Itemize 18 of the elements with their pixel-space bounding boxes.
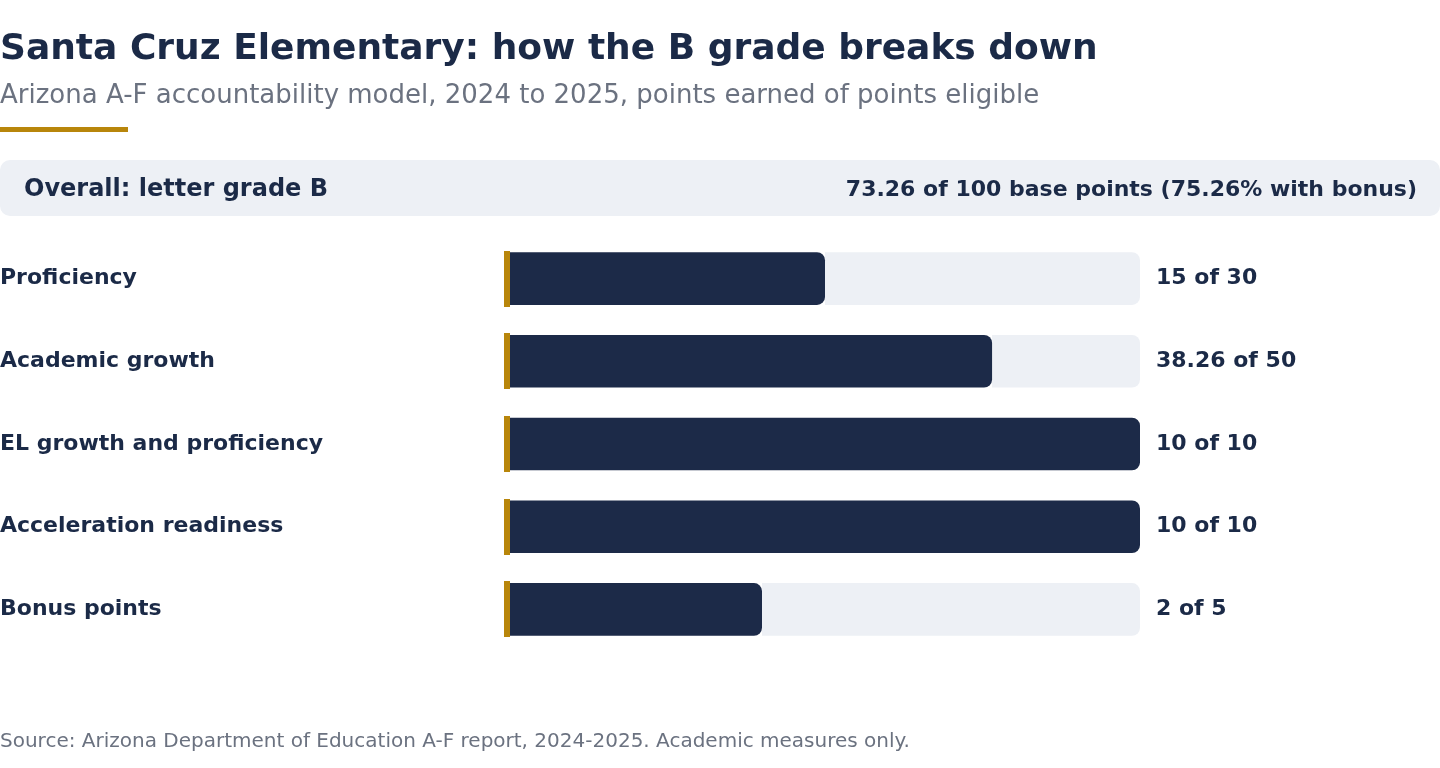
bar (992, 334, 1140, 388)
bar (762, 583, 1140, 636)
source-note: Source: Arizona Department of Education A-F report, 2024-2025. Academic measures only. (0, 728, 910, 752)
y-tick-label: Academic growth (0, 347, 215, 372)
chart-subtitle: Arizona A-F accountability model, 2024 to 2025, points earned of points eligible (0, 79, 1040, 109)
text: 10 of 10 (1156, 512, 1258, 538)
text: 38.26 of 50 (1156, 347, 1297, 372)
y-tick-label: Proficiency (0, 264, 137, 290)
y-tick-label: Bonus points (0, 595, 162, 621)
text: 2 of 5 (1156, 595, 1227, 621)
text: 10 of 10 (1156, 429, 1258, 455)
bar (825, 252, 1140, 305)
text: 15 of 30 (1156, 264, 1258, 290)
chart-title: Santa Cruz Elementary: how the B grade breaks down (0, 26, 1098, 67)
text: 73.26 of 100 base points (75.26% with bonus) (845, 175, 1417, 201)
y-tick-label: Acceleration readiness (0, 512, 284, 538)
y-tick-label: EL growth and proficiency (0, 429, 324, 455)
text: Overall: letter grade B (24, 174, 328, 202)
